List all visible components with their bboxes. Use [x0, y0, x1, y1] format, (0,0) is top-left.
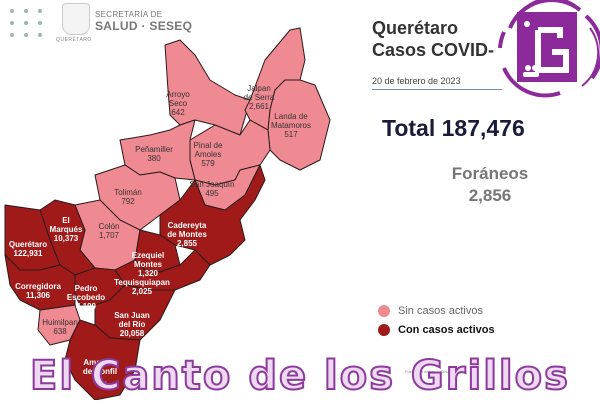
label-toliman: Tolimán 792: [114, 188, 142, 206]
foraneos-value: 2,856: [468, 186, 512, 205]
label-amealco: Amealco de Bonfil 1,...: [82, 358, 118, 385]
label-huimilpan: Huimilpan 638: [42, 318, 78, 336]
region-landa: [267, 79, 331, 171]
region-cadereyta: [159, 164, 266, 266]
label-san-juan-del-rio: San Juan del Río 20,058: [114, 311, 150, 338]
watermark-text: El Canto de los Grillos: [29, 352, 570, 400]
foraneos-block: Foráneos 2,856: [420, 163, 560, 207]
map-legend: Sin casos activos Con casos activos: [378, 301, 495, 339]
grillos-logo-icon: [490, 0, 600, 98]
crest-caption: QUERÉTARO: [56, 37, 92, 43]
state-crest-icon: [62, 3, 90, 35]
label-ezequiel-montes: Ezequiel Montes 1,320: [131, 251, 165, 278]
label-queretaro: Querétaro 122,931: [8, 240, 48, 258]
label-san-joaquin: San Joaquín 495: [189, 180, 235, 198]
region-amealco: [64, 319, 141, 401]
label-cadereyta: Cadereyta de Montes 2,855: [167, 221, 207, 248]
legend-swatch-light-icon: [378, 304, 390, 317]
label-tequisquiapan: Tequisquiapan 2,025: [114, 278, 170, 296]
decorative-dots: [10, 9, 48, 37]
seseq-logo: QUERÉTARO SECRETARÍA DE SALUD · SESEQ: [0, 0, 200, 48]
report-date: 20 de febrero de 2023: [372, 76, 461, 86]
total-cases: Total 187,476: [382, 115, 525, 141]
region-arroyo-seco: [164, 39, 251, 136]
label-corregidora: Corregidora 11,306: [15, 282, 61, 300]
label-pinal: Pinal de Amoles 579: [193, 141, 223, 168]
label-pedro-escobedo: Pedro Escobedo 4,190: [66, 284, 106, 311]
label-el-marques: El Marqués 10,373: [49, 216, 83, 243]
date-divider: [372, 89, 502, 90]
legend-swatch-dark-icon: [378, 323, 390, 336]
legend-item-no-active: Sin casos activos: [378, 301, 495, 320]
source-note: Fuente de datos: ... SINAVE, 2023: [405, 369, 467, 374]
label-penamiller: Peñamiller 380: [135, 145, 173, 163]
secretaria-label: SECRETARÍA DE: [95, 10, 163, 19]
label-landa: Landa de Matamoros 517: [270, 112, 312, 139]
map-svg: [4, 27, 331, 401]
foraneos-label: Foráneos: [451, 164, 529, 183]
queretaro-map: Arroyo Seco 642 Jalpan de Serra 2,661 Landa …: [0, 18, 360, 401]
label-arroyo-seco: Arroyo Seco 642: [166, 90, 190, 117]
legend-item-active: Con casos activos: [378, 320, 495, 339]
page-title: Querétaro Casos COVID-: [372, 18, 495, 60]
label-colon: Colón 1,707: [98, 222, 120, 240]
salud-seseq-label: SALUD · SESEQ: [95, 19, 193, 33]
label-jalpan: Jalpan de Serra 2,661: [243, 84, 275, 111]
